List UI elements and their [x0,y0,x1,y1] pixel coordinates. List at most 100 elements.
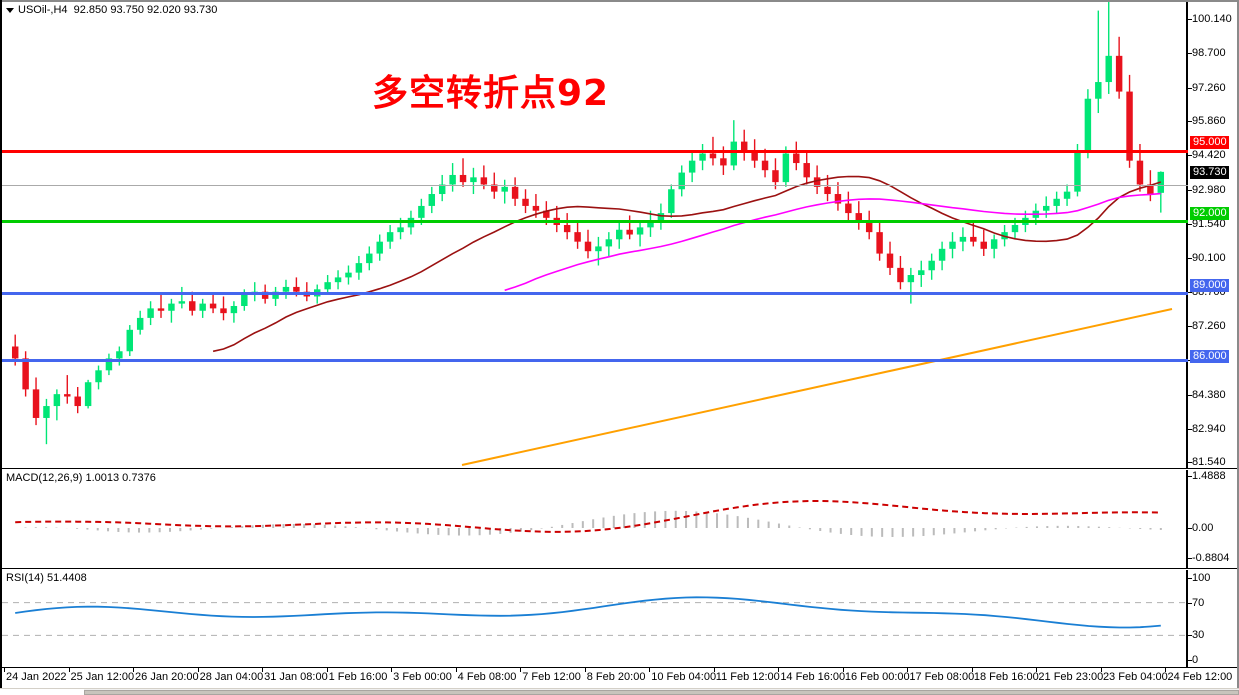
level-line-86[interactable] [2,359,1188,362]
price-badge[interactable]: 86.000 [1190,350,1229,364]
rsi-pane-divider [0,667,1237,668]
macd-tick-mark [1188,558,1192,559]
time-axis-label: 7 Feb 12:00 [522,671,581,683]
time-axis-label: 31 Jan 08:00 [264,671,328,683]
resistance-line-95[interactable] [2,150,1188,153]
macd-tick-mark [1188,476,1192,477]
time-axis-label: 25 Jan 12:00 [70,671,135,683]
price-tick-label: 92.980 [1192,183,1226,196]
trend-line[interactable] [2,2,1188,468]
price-badge[interactable]: 95.000 [1190,135,1229,149]
macd-scale-separator [1186,470,1188,568]
rsi-label: RSI(14) 51.4408 [6,572,87,584]
price-tick-mark [1188,87,1192,89]
rsi-pane[interactable] [2,570,1188,667]
price-tick-mark [1188,53,1192,55]
price-tick-mark [1188,224,1192,226]
scrollbar-thumb[interactable] [84,690,1239,695]
macd-pane[interactable] [2,470,1188,568]
time-tick-mark [584,668,586,672]
ohlc-values: 92.850 93.750 92.020 93.730 [73,4,218,16]
time-axis-label: 10 Feb 04:00 [651,671,717,683]
price-tick-label: 95.860 [1192,115,1226,128]
time-axis-label: 3 Feb 00:00 [393,671,452,683]
price-badge[interactable]: 93.730 [1190,165,1229,179]
price-tick-label: 97.260 [1192,81,1226,94]
time-tick-mark [1036,668,1038,672]
price-tick-mark [1188,394,1192,396]
time-axis-label: 8 Feb 20:00 [586,671,646,683]
price-tick-mark [1188,155,1192,157]
price-tick-mark [1188,121,1192,123]
time-tick-mark [262,668,264,672]
price-tick-mark [1188,326,1192,327]
rsi-tick-label: 0 [1192,654,1199,666]
time-tick-mark [4,668,5,672]
price-tick-label: 90.100 [1192,252,1226,265]
time-tick-mark [778,668,780,672]
macd-tick-label: 1.4888 [1192,470,1226,482]
rsi-tick-mark [1188,602,1192,604]
macd-tick-mark [1188,528,1192,529]
time-tick-mark [520,668,522,672]
triangle-down-icon[interactable] [6,7,14,13]
time-tick-mark [1100,668,1102,672]
macd-tick-label: -0.8804 [1192,552,1230,564]
price-chart-pane[interactable]: 多空转折点92 [2,2,1188,468]
price-tick-label: 87.260 [1192,320,1226,332]
horizontal-scrollbar[interactable] [0,688,1239,695]
macd-scale[interactable]: 1.4888 0.00 -0.8804 [1188,470,1239,568]
time-tick-mark [326,668,328,672]
price-tick-mark [1188,19,1192,21]
rsi-scale[interactable]: 100 70 30 0 [1188,570,1239,667]
price-scale[interactable]: 100.140 98.700 97.260 95.860 94.420 92.980 91.… [1188,2,1239,468]
time-axis-label: 14 Feb 16:00 [780,671,846,683]
time-tick-mark [971,668,973,672]
price-badge[interactable]: 92.000 [1190,207,1229,221]
price-tick-label: 82.940 [1192,422,1226,435]
price-tick-label: 88.700 [1192,285,1226,298]
rsi-tick-label: 70 [1192,596,1205,609]
time-tick-mark [842,668,844,672]
macd-tick-label: 0.00 [1192,522,1214,534]
time-axis-label: 24 Jan 2022 [6,671,67,683]
window-left-border [0,0,2,688]
scrollbar-track-left[interactable] [0,689,84,695]
candlestick-series [11,2,1165,445]
macd-series [15,500,1162,538]
rsi-tick-label: 100 [1192,572,1211,584]
time-axis-label: 17 Feb 08:00 [909,671,975,683]
support-line-92[interactable] [2,220,1188,223]
price-tick-mark [1188,189,1192,191]
rsi-series [2,596,1188,636]
price-tick-mark [1188,258,1192,260]
time-tick-mark [391,668,393,672]
symbol-label: USOil-,H4 [18,4,68,16]
price-tick-label: 100.140 [1192,13,1232,26]
rsi-scale-separator [1186,570,1188,667]
time-tick-mark [197,668,199,672]
time-axis-label: 11 Feb 12:00 [715,671,780,683]
rsi-tick-mark [1188,635,1192,637]
price-badge[interactable]: 89.000 [1190,278,1229,292]
chart-header: USOil-,H4 92.850 93.750 92.020 93.730 [6,4,217,16]
level-line-89[interactable] [2,292,1188,295]
window-right-border [1237,0,1239,688]
time-tick-mark [133,668,135,672]
time-axis-label: 18 Feb 16:00 [973,671,1039,683]
macd-pane-divider [0,568,1237,569]
price-tick-mark [1188,462,1192,464]
price-tick-mark [1188,428,1192,430]
time-axis[interactable]: 24 Jan 2022 25 Jan 12:00 26 Jan 20:00 28 Ja… [2,668,1237,688]
time-axis-label: 23 Feb 04:00 [1102,671,1168,683]
time-tick-mark [455,668,457,672]
price-pane-divider [0,468,1237,469]
time-tick-mark [649,668,651,672]
chart-annotation-text: 多空转折点92 [372,73,610,114]
price-tick-label: 81.540 [1192,456,1226,469]
time-axis-label: 21 Feb 23:00 [1038,671,1104,683]
price-scale-separator [1186,2,1188,468]
rsi-tick-mark [1188,660,1192,661]
price-tick-label: 84.380 [1192,388,1226,401]
price-tick-label: 94.420 [1192,149,1226,162]
